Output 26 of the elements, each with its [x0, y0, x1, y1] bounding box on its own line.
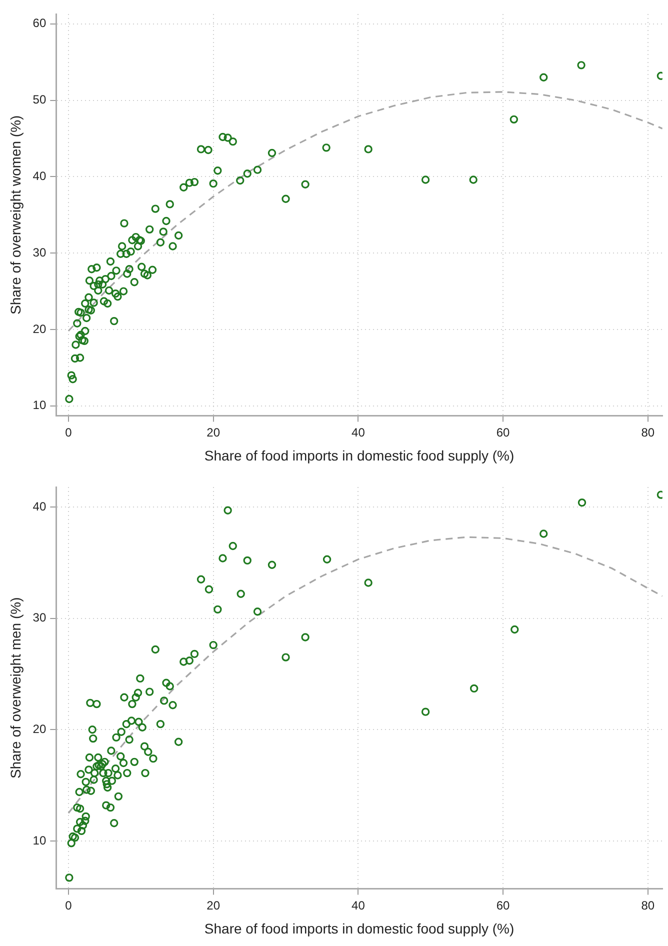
y-tick-label: 20: [32, 722, 46, 736]
line-series: [68, 536, 662, 814]
line-series: [68, 91, 662, 332]
y-axis-title: Share of overweight women (%): [7, 115, 24, 314]
x-tick-label: 20: [206, 425, 220, 440]
x-tick-label: 0: [65, 425, 72, 440]
y-tick-label: 10: [32, 398, 46, 412]
y-tick-label: 20: [32, 322, 46, 336]
x-tick-label: 40: [352, 898, 366, 912]
x-axis-title: Share of food imports in domestic food supply (%): [204, 447, 514, 464]
x-axis-title: Share of food imports in domestic food supply (%): [204, 920, 514, 936]
y-tick-label: 30: [32, 610, 46, 625]
x-tick-label: 40: [352, 425, 366, 440]
x-tick-label: 80: [641, 425, 655, 440]
y-tick-label: 30: [32, 245, 46, 260]
y-axis-title: Share of overweight men (%): [7, 597, 24, 779]
x-tick-label: 0: [65, 898, 72, 912]
y-tick-label: 40: [32, 169, 46, 184]
x-tick-label: 80: [641, 898, 655, 912]
y-tick-label: 40: [32, 499, 46, 514]
y-tick-label: 10: [32, 833, 46, 848]
x-tick-label: 60: [496, 425, 510, 440]
y-tick-label: 50: [32, 92, 46, 107]
x-tick-label: 60: [496, 898, 510, 912]
x-tick-label: 20: [206, 898, 220, 912]
y-tick-label: 60: [32, 16, 46, 30]
